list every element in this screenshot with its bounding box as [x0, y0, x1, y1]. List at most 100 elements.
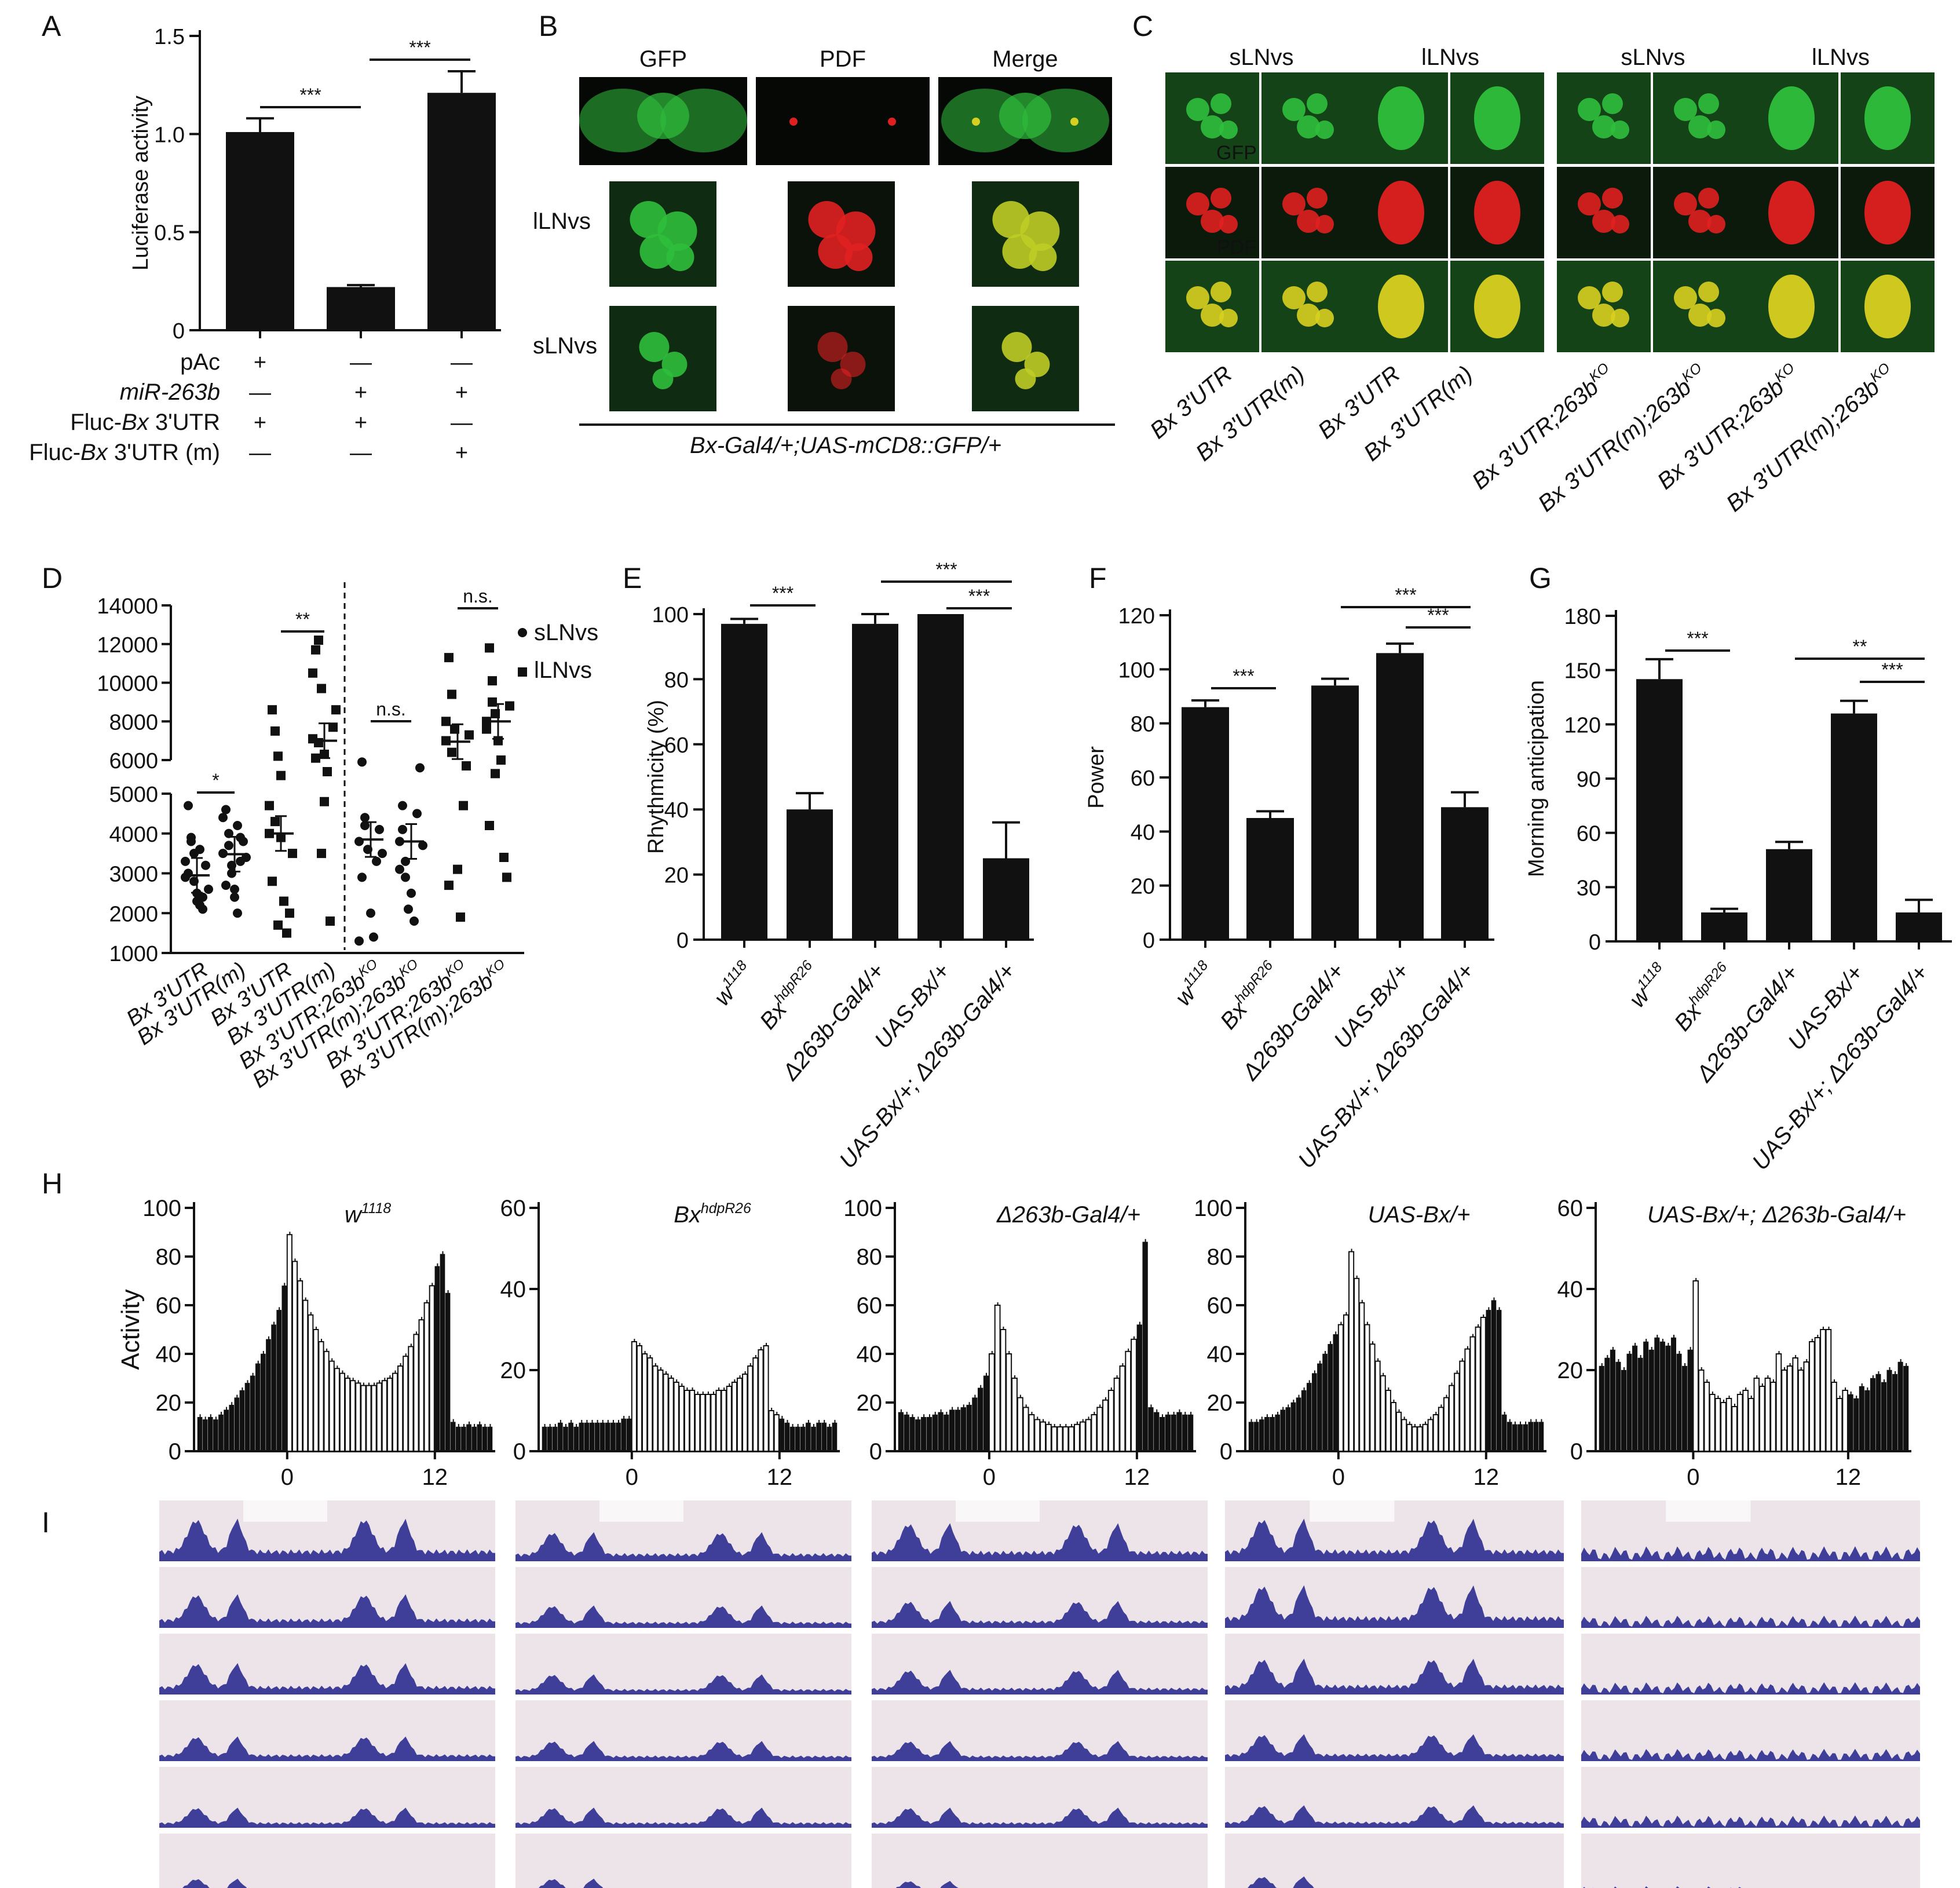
panel-h-bar	[297, 1280, 303, 1452]
panel-h-bar	[1836, 1398, 1843, 1452]
panel-h-bar	[1842, 1390, 1848, 1452]
panel-i-background	[1581, 1634, 1920, 1695]
panel-d-y-tick-label: 14000	[97, 594, 158, 619]
panel-d-point-slnv	[354, 837, 364, 846]
panel-d-point-slnv	[230, 885, 239, 894]
panel-c-cell	[1201, 115, 1224, 138]
panel-h-bar	[1449, 1385, 1455, 1452]
panel-h-bar	[1354, 1277, 1360, 1452]
panel-g-bar	[1896, 912, 1942, 941]
panel-h-x-tick-label: 12	[1124, 1465, 1150, 1490]
panel-h-bar	[955, 1409, 961, 1452]
panel-i-background	[515, 1767, 851, 1828]
panel-d-point-llnv	[311, 753, 320, 763]
panel-a-row-label: pAc	[180, 349, 220, 375]
panel-h-bar	[1119, 1365, 1126, 1452]
panel-e-y-axis-title: Rhythmicity (%)	[644, 700, 668, 854]
panel-b-cell	[639, 332, 670, 362]
panel-d-y-tick-label: 1000	[109, 942, 158, 966]
panel-h-bar	[1703, 1382, 1710, 1452]
panel-c-cell	[1688, 304, 1712, 327]
panel-h-bar	[1301, 1390, 1307, 1452]
panel-d-point-slnv	[357, 757, 367, 767]
panel-h-y-axis-title: Activity	[116, 1289, 145, 1370]
panel-i-activity-trace	[1581, 1815, 1920, 1828]
panel-h-bar	[1621, 1370, 1627, 1452]
panel-d-point-slnv	[224, 841, 233, 850]
panel-a-row-value: +	[455, 381, 468, 405]
panel-d-point-slnv	[412, 809, 422, 819]
panel-h-bar	[589, 1422, 595, 1452]
panel-i-light-window	[1666, 1500, 1751, 1522]
panel-h-y-tick-label: 0	[1570, 1439, 1583, 1465]
panel-b-cell	[1029, 243, 1057, 271]
panel-d-y-tick-label: 4000	[109, 823, 158, 847]
panel-a-row-label: Fluc-Bx 3'UTR (m)	[29, 440, 220, 465]
panel-i-activity-trace	[159, 1807, 495, 1828]
panel-i-activity-trace	[1225, 1518, 1564, 1561]
panel-e-y-tick-label: 40	[664, 798, 689, 823]
panel-i-activity-trace	[515, 1674, 851, 1695]
panel-c-col-label: Bx 3'UTR(m);263bKO	[1533, 360, 1712, 517]
panel-h-bar	[365, 1385, 372, 1452]
panel-d-point-llnv	[282, 928, 291, 938]
panel-h-bar	[1296, 1397, 1301, 1452]
pdf-neuron	[888, 118, 896, 126]
panel-h-y-tick-label: 40	[1557, 1277, 1584, 1302]
panel-f-y-tick-label: 120	[1118, 604, 1155, 629]
panel-h-y-tick-label: 20	[156, 1390, 182, 1416]
panel-h-bar	[1831, 1382, 1837, 1452]
panel-d-point-slnv	[239, 837, 248, 846]
panel-c-cell	[1211, 93, 1231, 114]
panel-d-point-llnv	[314, 737, 323, 747]
panel-h-bar	[642, 1353, 648, 1452]
panel-f-y-tick-label: 100	[1118, 658, 1155, 682]
panel-d-point-llnv	[447, 689, 456, 699]
panel-h-bar	[994, 1305, 1001, 1452]
panel-d-point-llnv	[488, 697, 497, 707]
panel-h-bar	[1136, 1324, 1142, 1452]
panel-h-bar	[573, 1426, 579, 1452]
panel-d-point-llnv	[441, 717, 451, 726]
panel-c-cell	[1297, 115, 1320, 138]
panel-c-group-header: sLNvs	[1229, 45, 1293, 70]
panel-h-bar	[626, 1418, 632, 1452]
panel-h-bar	[563, 1426, 568, 1452]
panel-d-y-tick-label: 6000	[109, 749, 158, 773]
panel-h-bar	[1051, 1426, 1058, 1452]
panel-b-background-glow	[609, 306, 716, 411]
panel-d-point-slnv	[204, 885, 213, 894]
panel-f-y-tick-label: 80	[1131, 713, 1155, 737]
panel-d-point-llnv	[488, 676, 497, 686]
panel-h-y-tick-label: 0	[1220, 1439, 1233, 1465]
panel-h-bar	[1159, 1416, 1165, 1452]
pdf-neuron	[1070, 118, 1078, 126]
panel-d-point-slnv	[354, 936, 364, 946]
panel-i-activity-trace	[1581, 1546, 1920, 1561]
panel-h-bar	[1275, 1414, 1280, 1452]
panel-h-bar	[328, 1360, 335, 1452]
panel-h-bar	[434, 1266, 440, 1452]
panel-c-cell	[1282, 286, 1306, 309]
panel-i-background	[872, 1834, 1208, 1888]
brain-center	[999, 93, 1051, 139]
panel-h-x-tick-label: 12	[1835, 1465, 1862, 1490]
panel-h-x-tick-label: 12	[767, 1465, 793, 1490]
panel-d-point-llnv	[288, 849, 297, 859]
panel-h-bar	[1285, 1407, 1291, 1452]
panel-h-bar	[1507, 1422, 1512, 1452]
panel-b-cell	[844, 243, 873, 271]
panel-d-point-slnv	[404, 904, 413, 914]
panel-d-point-slnv	[233, 821, 242, 830]
panel-h-y-tick-label: 40	[1207, 1342, 1233, 1367]
panel-h-bar	[806, 1422, 811, 1452]
panel-h-bar	[1359, 1302, 1365, 1452]
panel-h-bar	[579, 1422, 584, 1452]
panel-b-cell	[818, 234, 853, 269]
pdf-neuron	[972, 118, 980, 126]
panel-i-activity-trace	[1225, 1805, 1564, 1828]
panel-h-bar	[1270, 1416, 1275, 1452]
panel-f-y-axis-title: Power	[1084, 746, 1109, 809]
panel-d-point-llnv	[462, 761, 471, 771]
panel-d-point-slnv	[233, 908, 242, 918]
